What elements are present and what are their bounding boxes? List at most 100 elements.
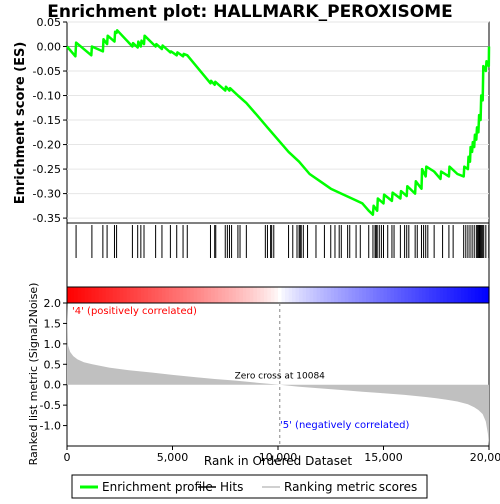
ranking-bar-strip bbox=[176, 287, 180, 303]
ranking-bar-strip bbox=[250, 287, 254, 303]
ranking-bar-strip bbox=[450, 287, 454, 303]
ranking-bar-strip bbox=[429, 287, 433, 303]
ranking-bar-strip bbox=[78, 287, 82, 303]
metric-y-tick-label: 0.5 bbox=[44, 358, 62, 371]
ranking-bar-strip bbox=[208, 287, 212, 303]
ranking-bar-strip bbox=[267, 287, 271, 303]
ranking-bar-strip bbox=[264, 287, 268, 303]
es-y-axis-label: Enrichment score (ES) bbox=[13, 42, 28, 205]
ranking-bar-strip bbox=[313, 287, 317, 303]
ranking-bar-strip bbox=[232, 287, 236, 303]
ranking-bar-strip bbox=[130, 287, 134, 303]
zero-cross-label: Zero cross at 10084 bbox=[235, 372, 326, 382]
ranking-bar-strip bbox=[81, 287, 85, 303]
ranking-bar-strip bbox=[310, 287, 314, 303]
ranking-bar-strip bbox=[211, 287, 215, 303]
legend-label: Enrichment profile bbox=[102, 480, 213, 494]
ranking-bar-strip bbox=[327, 287, 331, 303]
ranking-bar-strip bbox=[222, 287, 226, 303]
ranking-bar-strip bbox=[352, 287, 356, 303]
ranking-bar-strip bbox=[67, 287, 71, 303]
negative-correlation-label: '5' (negatively correlated) bbox=[280, 420, 409, 431]
es-y-tick-label: 0.05 bbox=[37, 16, 62, 29]
ranking-bar-strip bbox=[257, 287, 261, 303]
es-y-tick-label: 0.00 bbox=[37, 41, 62, 54]
ranking-bar-strip bbox=[158, 287, 162, 303]
ranking-bar-strip bbox=[113, 287, 117, 303]
metric-y-tick-label: 1.5 bbox=[44, 317, 62, 330]
ranking-bar-strip bbox=[92, 287, 96, 303]
es-y-tick-label: -0.20 bbox=[33, 139, 61, 152]
ranking-bar-strip bbox=[120, 287, 124, 303]
ranking-bar-strip bbox=[243, 287, 247, 303]
ranking-bar-strip bbox=[443, 287, 447, 303]
ranking-bar-strip bbox=[292, 287, 296, 303]
metric-y-tick-label: 0.0 bbox=[44, 379, 62, 392]
ranking-bar-strip bbox=[461, 287, 465, 303]
ranking-bar-strip bbox=[74, 287, 78, 303]
ranking-bar-strip bbox=[282, 287, 286, 303]
ranking-bar-strip bbox=[278, 287, 282, 303]
ranking-bar-strip bbox=[204, 287, 208, 303]
ranking-bar-strip bbox=[183, 287, 187, 303]
ranking-bar-strip bbox=[401, 287, 405, 303]
ranking-bar-strip bbox=[482, 287, 486, 303]
es-y-tick-label: -0.10 bbox=[33, 90, 61, 103]
ranking-bar-strip bbox=[391, 287, 395, 303]
ranking-bar-strip bbox=[134, 287, 138, 303]
ranking-bar-strip bbox=[366, 287, 370, 303]
metric-y-ticks: 2.01.51.00.50.0-0.5-1.0 bbox=[40, 297, 67, 433]
ranking-bar-strip bbox=[380, 287, 384, 303]
ranking-bar-strip bbox=[348, 287, 352, 303]
ranking-bar-strip bbox=[478, 287, 482, 303]
ranking-bar-strip bbox=[394, 287, 398, 303]
ranking-bar-strip bbox=[355, 287, 359, 303]
x-tick-label: 5,000 bbox=[157, 451, 189, 464]
ranking-bar-strip bbox=[236, 287, 240, 303]
ranking-bar-strip bbox=[102, 287, 106, 303]
ranking-bar-strip bbox=[194, 287, 198, 303]
ranking-bar-strip bbox=[260, 287, 264, 303]
ranking-bar-strip bbox=[433, 287, 437, 303]
ranking-bar-strip bbox=[201, 287, 205, 303]
ranking-bar-strip bbox=[299, 287, 303, 303]
ranking-bar-strip bbox=[285, 287, 289, 303]
ranking-bar-strip bbox=[359, 287, 363, 303]
ranking-bar-strip bbox=[289, 287, 293, 303]
ranking-bar-strip bbox=[405, 287, 409, 303]
ranking-bar-strip bbox=[334, 287, 338, 303]
ranking-bar-strip bbox=[106, 287, 110, 303]
ranking-bar-strip bbox=[215, 287, 219, 303]
ranking-bar-strip bbox=[341, 287, 345, 303]
ranking-bar-strip bbox=[440, 287, 444, 303]
ranking-bar-strip bbox=[415, 287, 419, 303]
ranking-bar-strip bbox=[447, 287, 451, 303]
es-y-tick-label: -0.15 bbox=[33, 114, 61, 127]
ranking-bar-strip bbox=[338, 287, 342, 303]
ranking-bar-strip bbox=[123, 287, 127, 303]
ranking-bar-strip bbox=[408, 287, 412, 303]
ranking-bar-strip bbox=[246, 287, 250, 303]
ranking-bar-strip bbox=[274, 287, 278, 303]
ranking-bar-strip bbox=[253, 287, 257, 303]
ranking-bar-strip bbox=[468, 287, 472, 303]
ranking-bar-strip bbox=[155, 287, 159, 303]
ranking-bar-strip bbox=[317, 287, 321, 303]
ranking-bar-strip bbox=[303, 287, 307, 303]
chart-title: Enrichment plot: HALLMARK_PEROXISOME bbox=[47, 2, 453, 22]
ranking-bar-strip bbox=[296, 287, 300, 303]
ranking-bar-strip bbox=[169, 287, 173, 303]
ranking-bar-strip bbox=[109, 287, 113, 303]
ranking-bar-strip bbox=[239, 287, 243, 303]
ranking-bar-strip bbox=[180, 287, 184, 303]
ranking-bar-strip bbox=[457, 287, 461, 303]
ranking-bar-strip bbox=[88, 287, 92, 303]
ranking-bar-strip bbox=[362, 287, 366, 303]
metric-y-tick-label: -1.0 bbox=[40, 420, 61, 433]
legend-label: Ranking metric scores bbox=[284, 480, 417, 494]
ranking-bar-strip bbox=[387, 287, 391, 303]
ranking-bar-strip bbox=[373, 287, 377, 303]
positive-correlation-label: '4' (positively correlated) bbox=[72, 306, 197, 317]
x-tick-label: 0 bbox=[64, 451, 71, 464]
